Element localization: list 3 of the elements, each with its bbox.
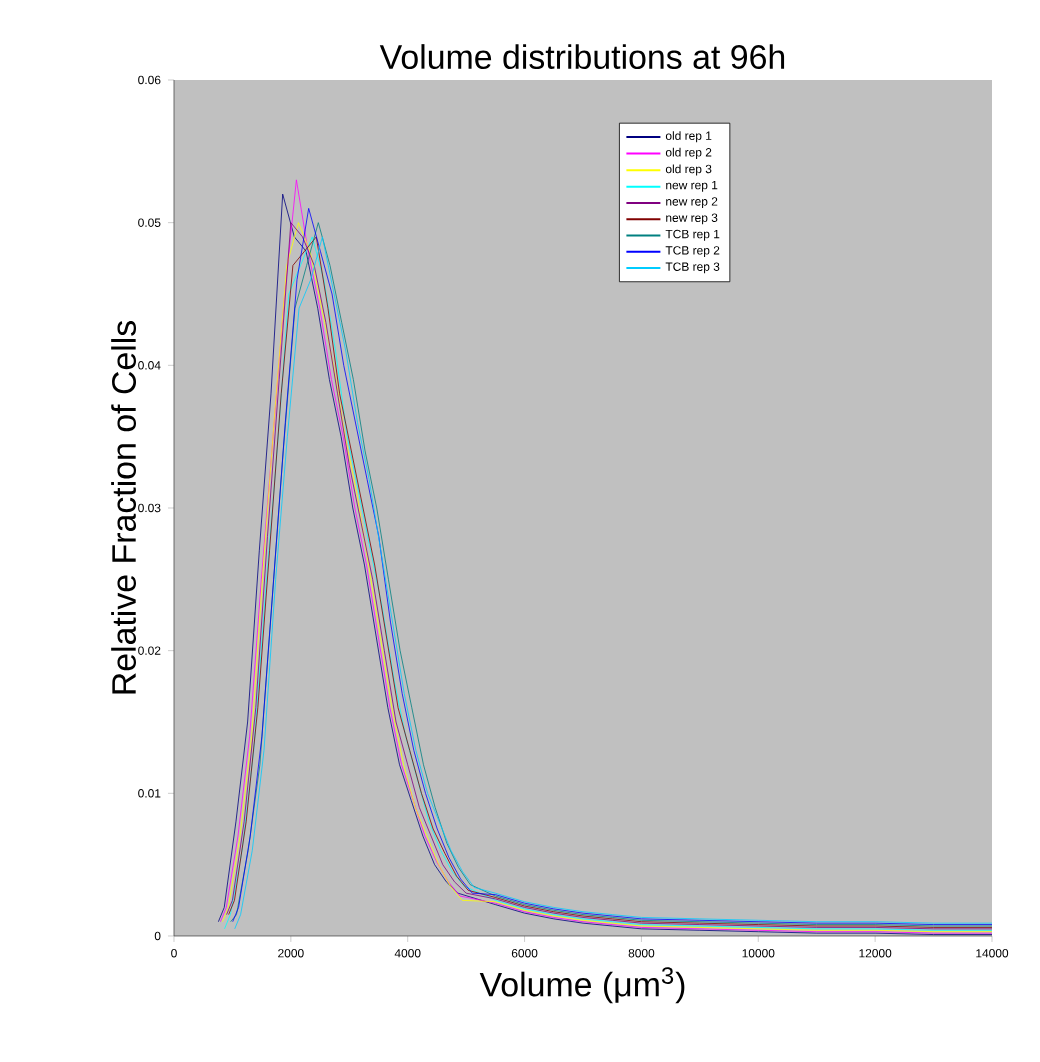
chart-title: Volume distributions at 96h [379, 44, 785, 70]
y-axis-title: Relative Fraction of Cells [111, 321, 137, 694]
x-axis-title: Volume (μm$^{3}$) [479, 967, 685, 1004]
